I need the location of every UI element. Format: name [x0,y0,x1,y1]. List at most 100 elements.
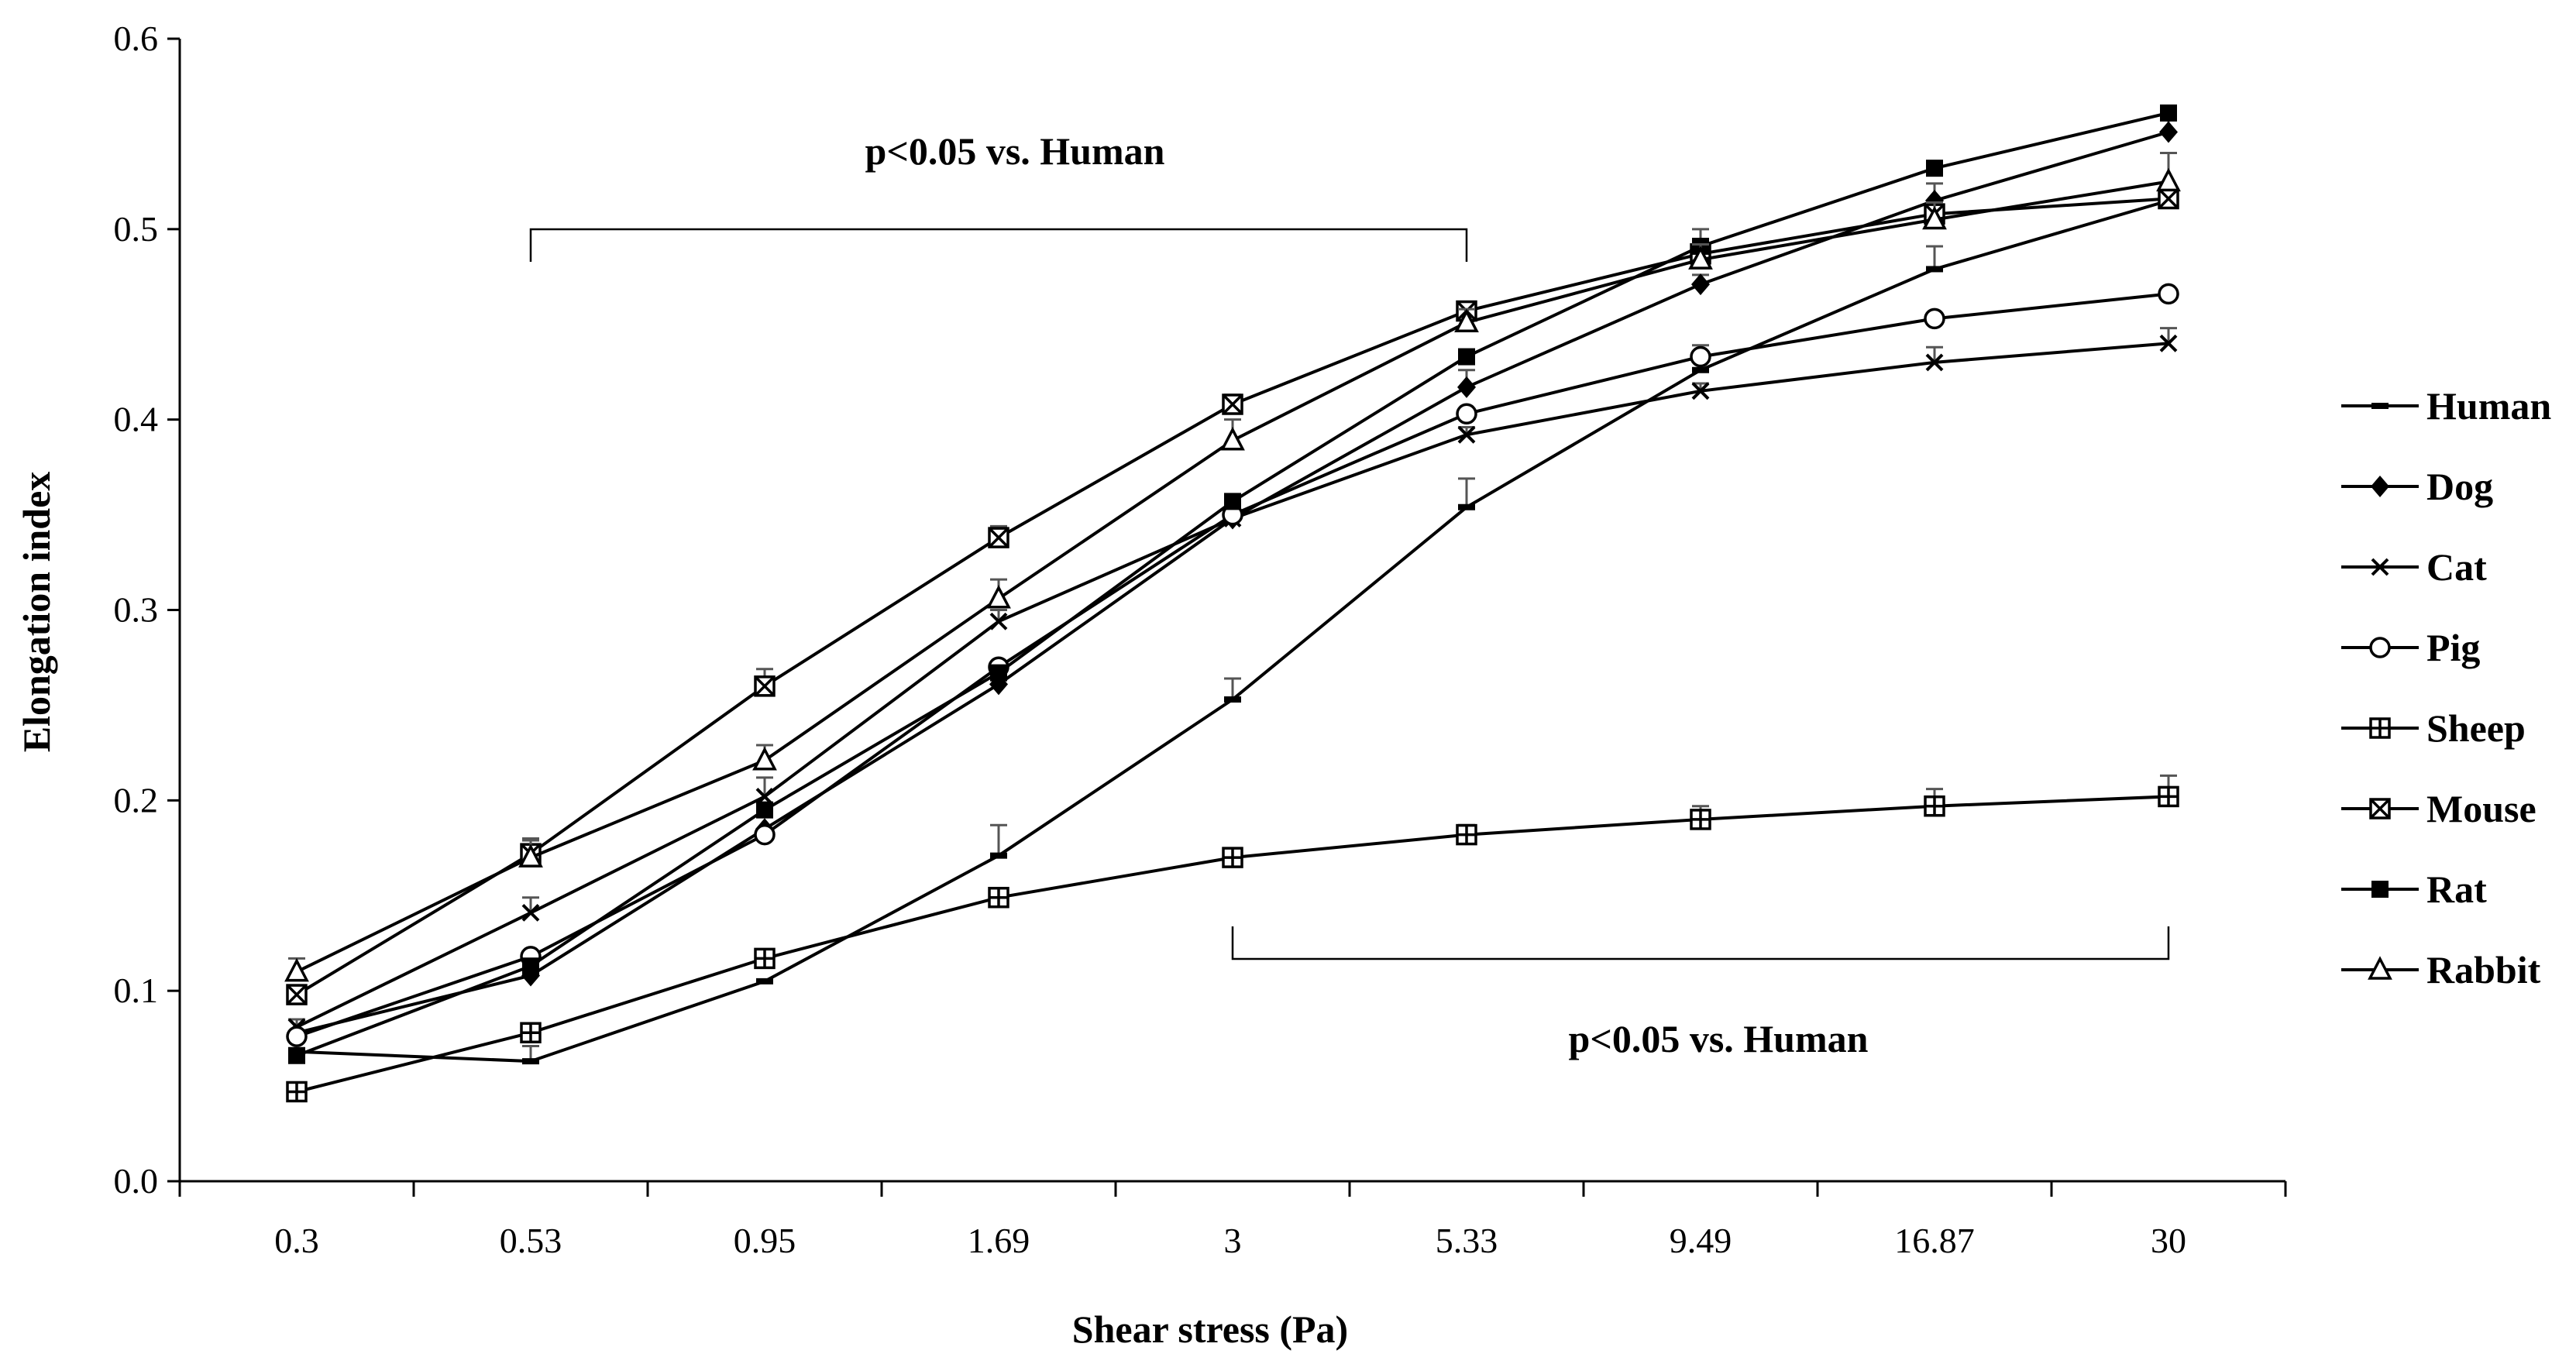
data-point [1456,823,1477,846]
data-point [2158,785,2179,808]
data-point [1457,425,1476,444]
legend-label: Cat [2426,545,2487,589]
y-tick-label: 0.5 [114,209,159,249]
data-point [286,1081,308,1103]
data-point [286,1026,308,1047]
data-point [1924,308,1945,330]
y-tick-label: 0.6 [114,19,159,58]
data-point [1220,426,1245,451]
legend-item-cat: Cat [2341,545,2487,589]
data-point [2159,334,2178,352]
data-point [2156,167,2181,192]
error-bar [1926,345,1943,363]
data-point [1224,493,1241,510]
y-tick-label: 0.3 [114,590,159,630]
data-point [288,1046,305,1064]
annotations: p<0.05 vs. Human p<0.05 vs. Human [529,129,2170,1060]
legend-label: Mouse [2426,787,2536,830]
significance-label: p<0.05 vs. Human [1569,1017,1869,1060]
data-point [1222,847,1243,868]
legend-marker [2368,956,2392,980]
data-point [2158,187,2179,210]
axes: 0.0 0.1 0.2 0.3 0.4 0.5 0.6 0.3 0.53 0.95 1.69 3 5.3… [114,19,2287,1260]
legend-marker [2369,637,2391,658]
y-tick-label: 0.4 [114,400,159,439]
data-point [990,852,1007,859]
significance-label: p<0.05 vs. Human [865,129,1165,173]
y-axis-title: Elongation index [15,472,58,753]
x-tick-label: 5.33 [1436,1221,1498,1260]
data-point [756,978,773,984]
y-tick-label: 0.0 [114,1161,159,1201]
legend-marker [2369,717,2391,739]
significance-bracket: p<0.05 vs. Human [529,129,1468,262]
legend-item-rabbit: Rabbit [2341,948,2541,991]
error-bar [990,823,1007,856]
x-axis-title: Shear stress (Pa) [1072,1307,1348,1351]
bracket-line [529,228,1468,262]
series-sheep [286,774,2179,1103]
x-tick-label: 3 [1224,1221,1242,1260]
data-point [521,903,540,922]
x-tick-label: 0.3 [274,1221,319,1260]
error-bar [2160,327,2177,344]
legend-marker [2371,881,2389,898]
data-point [1224,696,1241,703]
legend-marker [2371,558,2389,576]
data-point [754,947,776,970]
data-point [756,801,773,819]
series-mouse [286,187,2179,1005]
legend-marker [2371,476,2389,497]
data-point [2160,104,2177,122]
data-point [1456,403,1477,425]
series-dog [287,113,2178,1044]
data-point [1925,353,1944,372]
series-rat [288,104,2177,1064]
data-point [752,746,777,771]
legend-label: Human [2426,384,2551,428]
data-point [1458,503,1475,510]
data-point [1458,348,1475,366]
data-point [1688,246,1713,270]
legend-label: Dog [2426,465,2493,508]
series-layer [284,104,2181,1103]
data-point [520,1022,542,1043]
data-point [1690,809,1711,830]
legend-item-human: Human [2341,384,2551,428]
significance-bracket: p<0.05 vs. Human [1231,926,2170,1060]
data-point [1457,376,1476,398]
x-tick-label: 30 [2151,1221,2186,1260]
data-point [990,664,1007,682]
legend-item-pig: Pig [2341,626,2480,669]
legend-label: Pig [2426,626,2480,669]
legend-item-rat: Rat [2341,868,2487,911]
bracket-line [1231,926,2170,960]
data-point [1924,795,1945,817]
legend-item-sheep: Sheep [2341,706,2526,750]
data-point [986,584,1011,609]
data-point [989,612,1008,631]
series-line-rat [296,111,2169,1057]
x-tick-label: 9.49 [1670,1221,1732,1260]
data-point [754,823,776,846]
legend-item-dog: Dog [2341,465,2493,508]
legend-label: Rat [2426,868,2487,911]
error-bar [1926,245,1943,270]
data-point [1691,382,1710,400]
legend-marker [2371,403,2389,409]
data-point [1692,366,1709,373]
error-bar [756,776,773,797]
data-point [2158,283,2179,305]
data-point [1454,308,1479,333]
x-tick-label: 1.69 [968,1221,1030,1260]
data-point [286,984,308,1005]
error-bar [522,896,539,913]
data-point [522,957,539,975]
error-bar [1458,477,1475,507]
data-point [1691,273,1710,296]
data-point [1222,393,1243,415]
data-point [1690,345,1711,368]
data-point [1922,205,1947,230]
legend-marker [2369,798,2391,820]
